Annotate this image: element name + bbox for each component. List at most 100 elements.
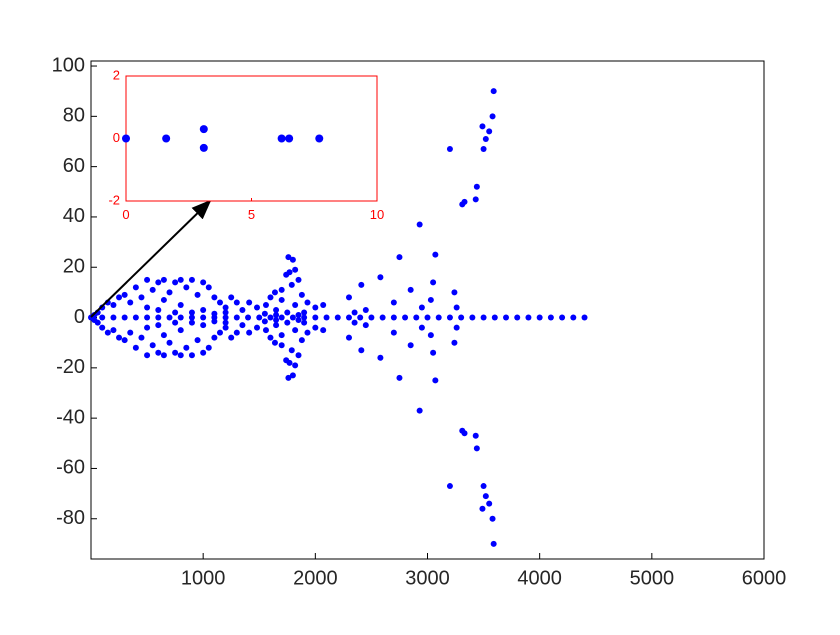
point bbox=[172, 309, 179, 316]
point bbox=[155, 349, 162, 356]
point bbox=[222, 319, 229, 326]
y-tick-label: 100 bbox=[52, 54, 85, 76]
point bbox=[435, 314, 442, 321]
point bbox=[451, 339, 458, 346]
point bbox=[368, 314, 375, 321]
x-tick-label: 0 bbox=[122, 207, 129, 222]
point bbox=[160, 296, 167, 303]
point bbox=[267, 314, 274, 321]
point bbox=[362, 307, 369, 313]
point bbox=[446, 483, 453, 490]
x-tick-label: 6000 bbox=[742, 567, 787, 589]
point bbox=[261, 318, 268, 325]
point bbox=[390, 299, 397, 306]
point bbox=[99, 324, 106, 331]
point bbox=[298, 291, 305, 298]
point bbox=[183, 344, 190, 351]
x-tick-label: 10 bbox=[370, 207, 384, 222]
point bbox=[480, 483, 487, 490]
annotation-arrow bbox=[90, 199, 212, 318]
point bbox=[233, 329, 240, 336]
point bbox=[473, 183, 480, 190]
point bbox=[472, 196, 479, 203]
point bbox=[482, 493, 489, 500]
point bbox=[418, 304, 425, 311]
y-tick-label: -40 bbox=[56, 406, 85, 428]
point bbox=[334, 314, 341, 321]
point bbox=[486, 128, 493, 135]
point bbox=[459, 427, 466, 434]
point bbox=[216, 299, 223, 306]
point bbox=[479, 123, 486, 130]
point bbox=[200, 307, 207, 313]
point bbox=[432, 251, 439, 258]
point bbox=[127, 299, 134, 306]
point bbox=[116, 334, 123, 341]
point bbox=[323, 314, 330, 321]
point bbox=[285, 254, 292, 261]
point bbox=[110, 301, 117, 308]
point bbox=[345, 314, 352, 321]
point bbox=[177, 314, 184, 321]
point bbox=[149, 342, 156, 349]
point bbox=[194, 291, 201, 298]
point bbox=[525, 314, 532, 321]
x-tick-label: 2000 bbox=[293, 567, 338, 589]
point bbox=[199, 143, 208, 152]
point bbox=[278, 342, 285, 349]
point bbox=[473, 445, 480, 452]
point bbox=[458, 314, 465, 321]
point bbox=[295, 312, 302, 319]
point bbox=[144, 314, 151, 321]
point bbox=[514, 314, 521, 321]
point bbox=[256, 314, 263, 321]
point bbox=[228, 294, 235, 301]
point bbox=[211, 334, 218, 341]
point bbox=[138, 334, 145, 341]
point bbox=[239, 307, 246, 313]
point bbox=[430, 279, 437, 286]
point bbox=[285, 374, 292, 381]
point bbox=[486, 500, 493, 507]
point bbox=[183, 284, 190, 291]
point bbox=[200, 349, 207, 356]
point bbox=[271, 289, 278, 296]
point bbox=[188, 276, 195, 283]
point bbox=[278, 286, 285, 293]
point bbox=[278, 314, 285, 321]
point bbox=[345, 334, 352, 341]
point bbox=[295, 317, 302, 324]
point bbox=[110, 327, 117, 334]
point bbox=[239, 322, 246, 329]
point bbox=[472, 432, 479, 439]
point bbox=[144, 304, 151, 311]
point bbox=[245, 314, 252, 321]
point bbox=[283, 357, 290, 364]
point bbox=[121, 314, 128, 321]
point bbox=[121, 291, 128, 298]
y-tick-label: -80 bbox=[56, 507, 85, 529]
point bbox=[312, 304, 319, 311]
point bbox=[320, 301, 327, 308]
y-tick-label: -20 bbox=[56, 356, 85, 378]
point bbox=[301, 309, 308, 316]
point bbox=[200, 314, 207, 321]
x-tick-label: 5000 bbox=[630, 567, 675, 589]
point bbox=[200, 279, 207, 286]
point bbox=[172, 349, 179, 356]
point bbox=[166, 339, 173, 346]
point bbox=[490, 540, 497, 547]
point bbox=[144, 276, 151, 283]
point bbox=[320, 327, 327, 334]
point bbox=[482, 135, 489, 142]
point bbox=[396, 374, 403, 381]
y-tick-label: 0 bbox=[74, 306, 85, 328]
point bbox=[261, 310, 268, 317]
point bbox=[211, 294, 218, 301]
point bbox=[205, 344, 212, 351]
point bbox=[351, 319, 358, 326]
point bbox=[295, 352, 302, 359]
point bbox=[177, 327, 184, 334]
point bbox=[194, 337, 201, 344]
